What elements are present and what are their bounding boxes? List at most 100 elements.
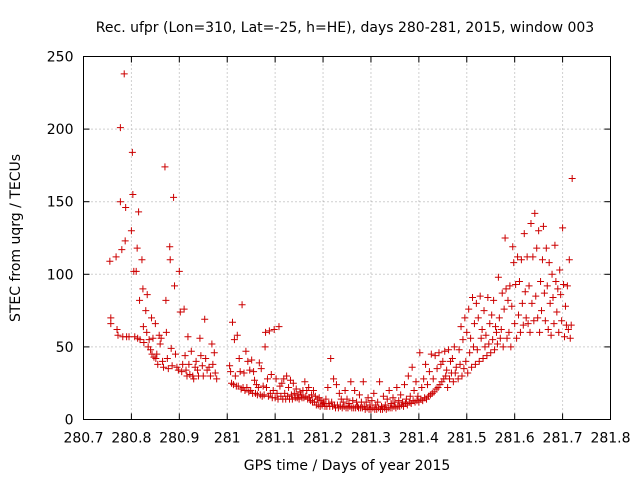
- data-point: [542, 244, 550, 252]
- data-point: [133, 244, 141, 252]
- data-point: [129, 190, 137, 198]
- data-point: [559, 224, 567, 232]
- data-point: [568, 174, 576, 182]
- grid-lines: [83, 56, 611, 420]
- data-point: [349, 397, 357, 405]
- data-point: [418, 384, 426, 392]
- x-tick-label: 280.8: [111, 431, 151, 447]
- data-point: [468, 363, 476, 371]
- data-point: [402, 395, 410, 403]
- data-point: [558, 317, 566, 325]
- chart-title: Rec. ufpr (Lon=310, Lat=-25, h=HE), days…: [96, 20, 594, 36]
- data-point: [240, 369, 248, 377]
- data-point: [477, 334, 485, 342]
- data-point: [469, 294, 477, 302]
- data-point: [404, 372, 412, 380]
- data-point: [444, 384, 452, 392]
- data-point: [517, 256, 525, 264]
- data-point: [202, 355, 210, 363]
- data-point: [429, 375, 437, 383]
- data-point: [544, 325, 552, 333]
- data-point: [333, 401, 341, 409]
- data-point: [516, 328, 524, 336]
- data-point: [354, 402, 362, 410]
- data-point: [301, 378, 309, 386]
- data-point: [325, 400, 333, 408]
- data-point: [319, 398, 327, 406]
- data-point: [530, 317, 538, 325]
- x-tick-label: 281.6: [495, 431, 535, 447]
- data-point: [131, 333, 139, 341]
- data-point: [231, 372, 239, 380]
- data-point: [456, 360, 464, 368]
- data-point: [541, 317, 549, 325]
- data-point: [550, 320, 558, 328]
- data-point: [287, 391, 295, 399]
- data-point: [451, 369, 459, 377]
- data-point: [399, 398, 407, 406]
- data-point: [227, 368, 235, 376]
- data-point: [387, 400, 395, 408]
- data-point: [148, 314, 156, 322]
- data-point: [167, 344, 175, 352]
- data-point: [269, 386, 277, 394]
- data-point: [230, 336, 238, 344]
- data-point: [548, 270, 556, 278]
- data-point: [473, 346, 481, 354]
- data-point: [175, 267, 183, 275]
- data-point: [458, 372, 466, 380]
- data-point: [235, 355, 243, 363]
- data-point: [567, 321, 575, 329]
- data-point: [479, 355, 487, 363]
- data-point: [196, 334, 204, 342]
- data-point: [504, 296, 512, 304]
- data-point: [467, 334, 475, 342]
- data-point: [147, 346, 155, 354]
- data-point: [139, 285, 147, 293]
- data-point: [452, 363, 460, 371]
- data-point: [136, 336, 144, 344]
- y-tick-label: 50: [56, 340, 74, 356]
- data-point: [535, 227, 543, 235]
- data-point: [508, 302, 516, 310]
- data-point: [500, 305, 508, 313]
- data-point: [501, 234, 509, 242]
- data-point: [226, 362, 234, 370]
- x-tick-label: 281.2: [303, 431, 343, 447]
- data-point: [486, 320, 494, 328]
- data-point: [255, 359, 263, 367]
- data-point: [265, 327, 273, 335]
- data-point: [308, 391, 316, 399]
- data-point: [443, 366, 451, 374]
- data-point: [472, 299, 480, 307]
- data-point: [564, 325, 572, 333]
- data-point: [143, 328, 151, 336]
- data-point: [521, 288, 529, 296]
- data-points: [106, 70, 576, 413]
- data-point: [180, 305, 188, 313]
- data-point: [469, 343, 477, 351]
- data-point: [488, 311, 496, 319]
- data-point: [332, 381, 340, 389]
- data-point: [187, 347, 195, 355]
- data-point: [213, 375, 221, 383]
- data-point: [258, 392, 266, 400]
- data-point: [142, 307, 150, 315]
- data-point: [482, 331, 490, 339]
- data-point: [263, 384, 271, 392]
- data-point: [497, 325, 505, 333]
- data-point: [341, 386, 349, 394]
- data-point: [551, 241, 559, 249]
- data-point: [153, 350, 161, 358]
- data-point: [289, 379, 297, 387]
- data-point: [297, 391, 305, 399]
- data-point: [209, 360, 217, 368]
- data-point: [555, 328, 563, 336]
- data-point: [113, 325, 121, 333]
- data-point: [236, 368, 244, 376]
- data-point: [515, 278, 523, 286]
- data-point: [531, 209, 539, 217]
- data-point: [539, 222, 547, 230]
- data-point: [465, 305, 473, 313]
- data-point: [339, 398, 347, 406]
